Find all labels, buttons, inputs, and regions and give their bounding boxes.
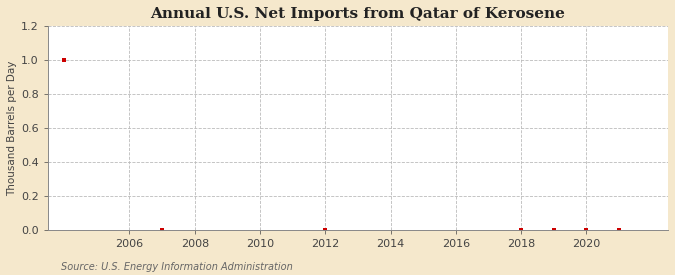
Text: Source: U.S. Energy Information Administration: Source: U.S. Energy Information Administ…: [61, 262, 292, 272]
Y-axis label: Thousand Barrels per Day: Thousand Barrels per Day: [7, 60, 17, 196]
Title: Annual U.S. Net Imports from Qatar of Kerosene: Annual U.S. Net Imports from Qatar of Ke…: [151, 7, 566, 21]
